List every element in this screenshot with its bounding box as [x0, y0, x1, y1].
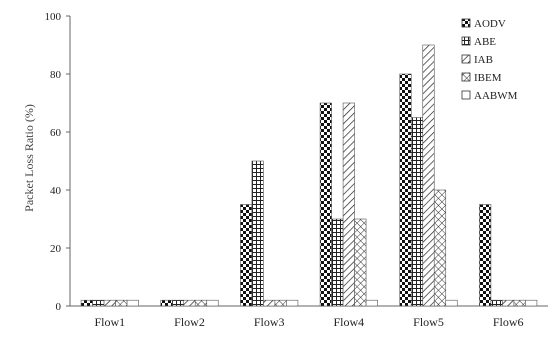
bar-ibem-flow6 [513, 299, 526, 307]
y-tick-label: 100 [45, 11, 62, 23]
x-tick-label: Flow4 [333, 315, 364, 329]
bar-iab-flow4 [342, 102, 355, 307]
bar-abe-flow2 [171, 299, 185, 307]
bar-aodv-flow3 [240, 204, 253, 307]
bar-ibem-flow4 [354, 218, 367, 307]
legend-swatch-aabwm [461, 90, 471, 100]
bar-aabwm-flow5 [445, 299, 458, 307]
bar-ibem-flow5 [433, 189, 447, 307]
bar-abe-flow3 [251, 160, 264, 307]
legend-label-aodv: AODV [474, 18, 506, 30]
y-axis-title: Packet Loss Ratio (%) [22, 104, 36, 212]
bar-abe-flow5 [410, 117, 424, 307]
legend-label-abe: ABE [474, 36, 496, 48]
x-tick-label: Flow2 [174, 315, 205, 329]
bar-aodv-flow1 [80, 299, 93, 307]
bar-iab-flow5 [422, 44, 435, 307]
y-tick-label: 20 [50, 243, 62, 255]
bar-iab-flow1 [103, 299, 116, 307]
bars [80, 44, 538, 307]
legend-swatch-abe [461, 36, 471, 46]
bar-aabwm-flow2 [206, 299, 219, 307]
x-tick-label: Flow1 [94, 315, 125, 329]
axes [69, 16, 548, 307]
x-axis-labels: Flow1 Flow2 Flow3 Flow4 Flow5 Flow6 [94, 315, 523, 329]
legend-swatch-ibem [461, 72, 471, 82]
bar-ibem-flow1 [115, 299, 128, 307]
y-tick-label: 40 [50, 185, 62, 197]
bar-aabwm-flow1 [126, 299, 139, 307]
bar-iab-flow2 [183, 299, 196, 307]
bar-abe-flow1 [92, 299, 105, 307]
bar-abe-flow6 [490, 299, 503, 307]
y-tick-label: 60 [50, 127, 62, 139]
bar-aabwm-flow3 [286, 299, 299, 307]
bar-iab-flow6 [502, 299, 515, 307]
bar-ibem-flow3 [274, 299, 287, 307]
x-tick-label: Flow5 [413, 315, 444, 329]
legend: AODV ABE IAB IBEM AABWM [461, 18, 518, 102]
bar-iab-flow3 [263, 299, 276, 307]
bar-ibem-flow2 [194, 299, 208, 307]
y-tick-label: 80 [50, 69, 62, 81]
bar-aabwm-flow4 [365, 299, 378, 307]
x-tick-label: Flow3 [254, 315, 285, 329]
x-tick-label: Flow6 [493, 315, 524, 329]
bar-aodv-flow2 [160, 299, 173, 307]
bar-aabwm-flow6 [525, 299, 538, 307]
bar-abe-flow4 [331, 218, 344, 307]
bar-aodv-flow6 [479, 204, 492, 307]
bar-aodv-flow5 [399, 73, 412, 307]
y-axis-ticks: 0 20 40 60 80 100 [45, 11, 70, 313]
legend-label-ibem: IBEM [474, 72, 502, 84]
bar-aodv-flow4 [319, 102, 332, 307]
y-tick-label: 0 [56, 301, 62, 313]
legend-swatch-aodv [461, 18, 471, 28]
legend-swatch-iab [461, 54, 471, 64]
legend-label-aabwm: AABWM [474, 90, 518, 102]
legend-label-iab: IAB [474, 54, 493, 66]
